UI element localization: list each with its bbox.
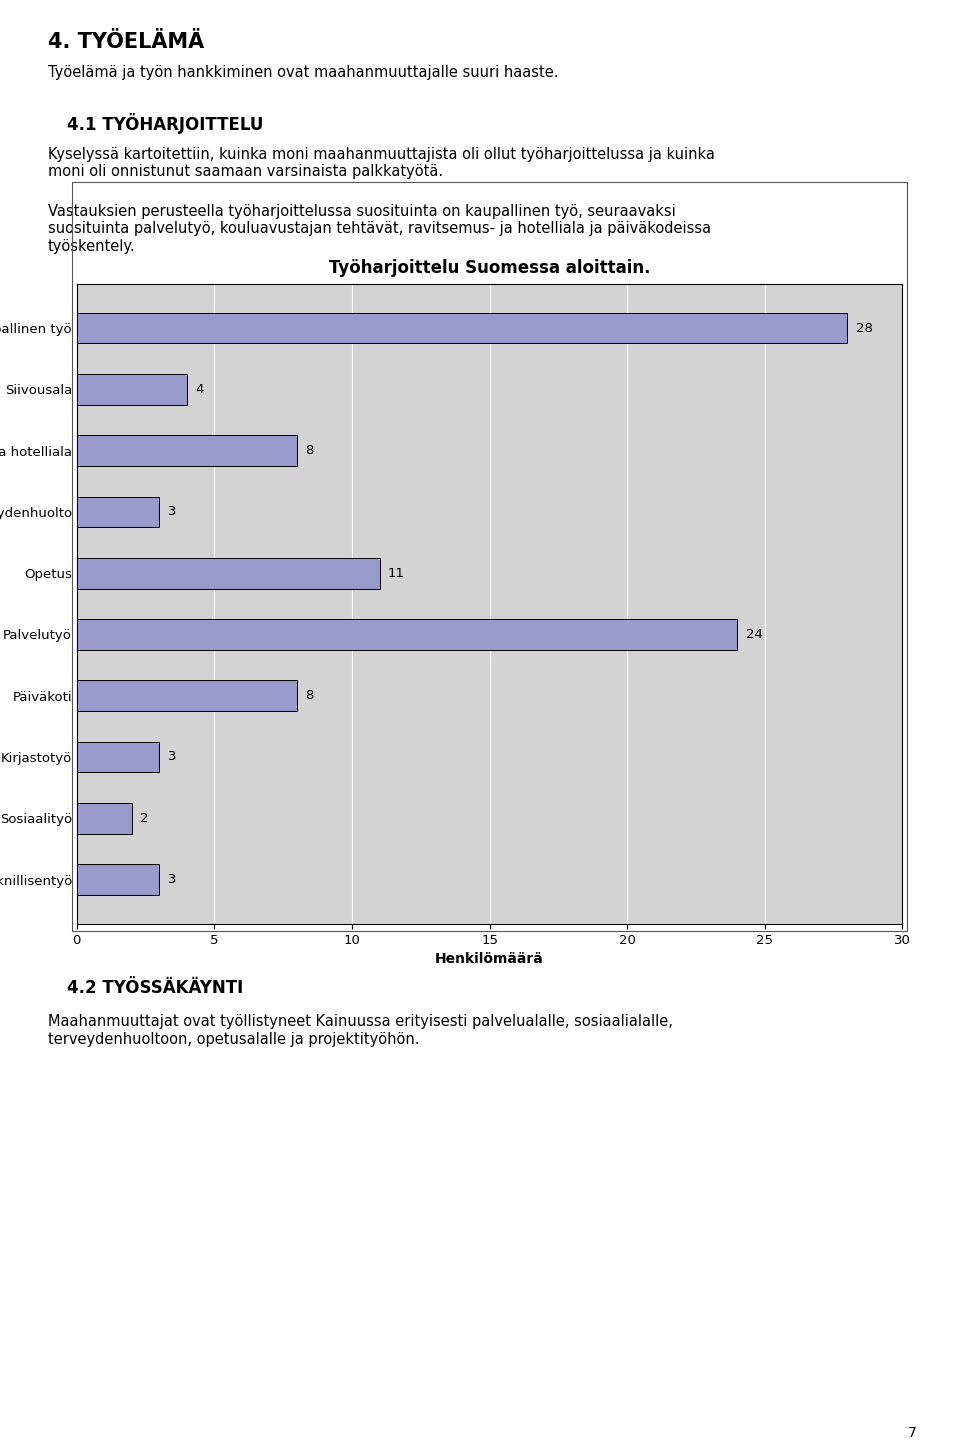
Bar bbox=[77, 864, 159, 895]
Text: Vastauksien perusteella työharjoittelussa suosituinta on kaupallinen työ, seuraa: Vastauksien perusteella työharjoitteluss… bbox=[48, 204, 711, 253]
Text: 3: 3 bbox=[168, 751, 176, 764]
Text: Maahanmuuttajat ovat työllistyneet Kainuussa erityisesti palvelualalle, sosiaali: Maahanmuuttajat ovat työllistyneet Kainu… bbox=[48, 1014, 673, 1046]
Bar bbox=[77, 620, 737, 650]
Text: 4: 4 bbox=[195, 383, 204, 396]
Text: 2: 2 bbox=[140, 812, 149, 825]
X-axis label: Henkilömäärä: Henkilömäärä bbox=[435, 952, 544, 966]
Text: 28: 28 bbox=[855, 322, 873, 335]
Text: 24: 24 bbox=[746, 629, 762, 642]
Bar bbox=[77, 681, 297, 711]
Bar bbox=[77, 742, 159, 773]
Bar bbox=[77, 496, 159, 527]
Text: 4.2 TYÖSSÄKÄYNTI: 4.2 TYÖSSÄKÄYNTI bbox=[67, 979, 244, 997]
Text: 7: 7 bbox=[908, 1426, 917, 1440]
Title: Työharjoittelu Suomessa aloittain.: Työharjoittelu Suomessa aloittain. bbox=[329, 259, 650, 276]
Bar bbox=[77, 374, 187, 404]
Text: 8: 8 bbox=[305, 690, 314, 703]
Text: 3: 3 bbox=[168, 505, 176, 518]
Text: Kyselyssä kartoitettiin, kuinka moni maahanmuuttajista oli ollut työharjoittelus: Kyselyssä kartoitettiin, kuinka moni maa… bbox=[48, 147, 715, 179]
Text: Työelämä ja työn hankkiminen ovat maahanmuuttajalle suuri haaste.: Työelämä ja työn hankkiminen ovat maahan… bbox=[48, 65, 559, 80]
Text: 4. TYÖELÄMÄ: 4. TYÖELÄMÄ bbox=[48, 32, 204, 52]
Text: 4.1 TYÖHARJOITTELU: 4.1 TYÖHARJOITTELU bbox=[67, 113, 264, 134]
Text: 3: 3 bbox=[168, 873, 176, 886]
Bar bbox=[77, 557, 379, 588]
Text: 11: 11 bbox=[388, 566, 405, 579]
Bar bbox=[77, 313, 848, 343]
Bar bbox=[77, 435, 297, 466]
Bar bbox=[77, 803, 132, 834]
Text: 8: 8 bbox=[305, 444, 314, 457]
